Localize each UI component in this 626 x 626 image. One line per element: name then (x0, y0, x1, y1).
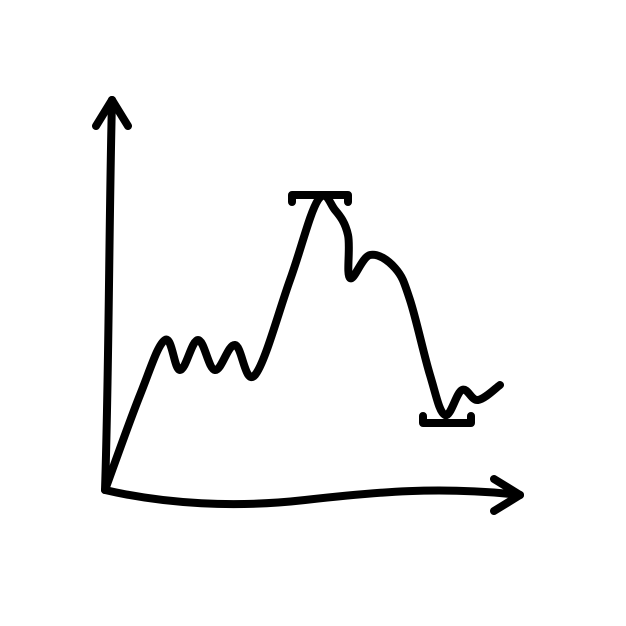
x-axis-cap (516, 491, 524, 499)
data-line (105, 195, 500, 490)
x-axis (105, 490, 520, 504)
y-axis (105, 100, 112, 490)
y-axis-cap (108, 96, 116, 104)
line-chart (0, 0, 626, 626)
